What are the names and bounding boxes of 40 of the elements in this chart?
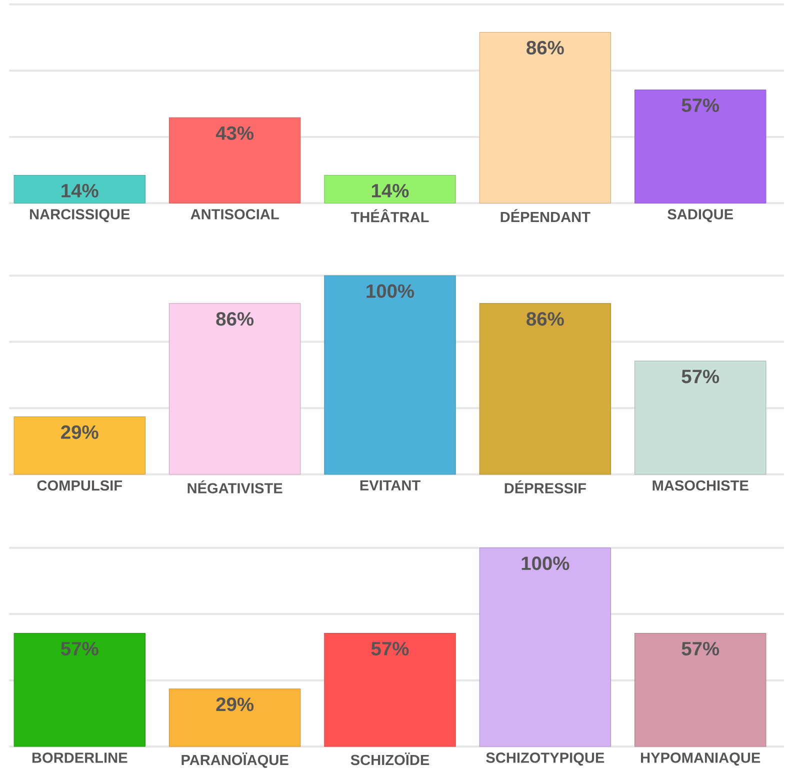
data-label: 86%: [526, 312, 564, 326]
x-tick-label: NARCISSIQUE: [30, 208, 130, 222]
data-label: 86%: [216, 312, 254, 326]
bar: [14, 416, 146, 474]
x-tick-label: ANTISOCIAL: [190, 208, 279, 220]
data-label: 57%: [61, 642, 98, 656]
x-tick-label: COMPULSIF: [37, 480, 122, 491]
x-tick-label: SCHIZOÏDE: [350, 752, 430, 765]
x-tick-label: DÉPENDANT: [500, 208, 590, 222]
data-label: 57%: [371, 642, 409, 656]
x-tick-label: MASOCHISTE: [652, 480, 748, 491]
x-tick-label: HYPOMANIAQUE: [641, 752, 760, 766]
x-tick-label: BORDERLINE: [32, 752, 128, 763]
data-label: 14%: [372, 184, 409, 198]
x-tick-label: SADIQUE: [668, 208, 733, 222]
data-label: 57%: [682, 642, 720, 656]
bar: [634, 360, 766, 474]
x-tick-label: EVITANT: [360, 480, 420, 490]
data-label: 57%: [682, 98, 720, 112]
bar: [168, 117, 301, 204]
x-tick-label: DÉPRESSIF: [504, 480, 586, 494]
data-label: 29%: [216, 697, 254, 712]
data-label: 86%: [526, 40, 564, 54]
data-label: 57%: [682, 370, 720, 384]
x-tick-label: PARANOÏAQUE: [182, 752, 288, 768]
data-label: 100%: [366, 284, 414, 298]
data-label: 14%: [62, 184, 98, 198]
bar: [634, 89, 766, 204]
bar: [324, 174, 456, 204]
data-label: 43%: [216, 126, 254, 140]
bar: [479, 32, 612, 204]
x-tick-label: NÉGATIVISTE: [188, 480, 282, 494]
x-tick-label: THÉÂTRAL: [350, 208, 429, 222]
data-label: 29%: [61, 425, 98, 439]
bar: [479, 303, 612, 474]
bar: [168, 303, 301, 474]
bar: [14, 174, 146, 204]
data-label: 100%: [522, 556, 570, 570]
bar: [324, 275, 456, 474]
x-tick-label: SCHIZOTYPIQUE: [486, 752, 604, 766]
